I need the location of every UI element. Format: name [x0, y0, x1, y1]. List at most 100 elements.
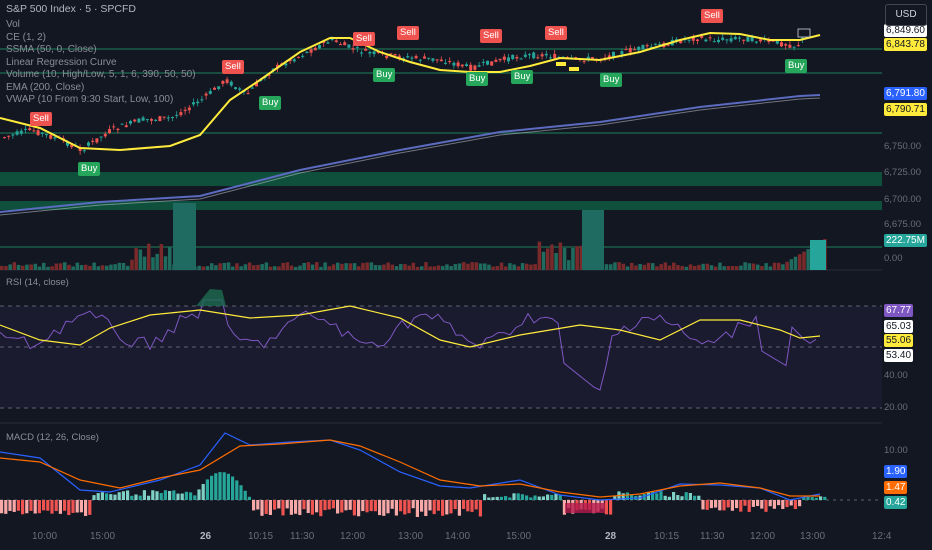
candle: [234, 87, 237, 90]
volume-bar: [705, 263, 710, 270]
volume-bar: [726, 266, 731, 270]
candle: [141, 117, 145, 121]
macd-histogram-bar: [709, 500, 713, 509]
volume-bar: [684, 266, 689, 270]
macd-histogram-bar: [323, 500, 327, 511]
sell-signal[interactable]: Sell: [222, 60, 244, 74]
macd-histogram-bar: [382, 500, 386, 516]
macd-histogram-bar: [21, 500, 25, 515]
macd-histogram-bar: [180, 493, 184, 500]
macd-histogram-bar: [781, 500, 785, 509]
macd-histogram-bar: [793, 500, 797, 510]
legend-item[interactable]: EMA (200, Close): [6, 81, 85, 93]
rsi-line: [0, 299, 817, 391]
volume-bar: [432, 266, 437, 270]
macd-histogram-bar: [348, 500, 352, 510]
currency-button[interactable]: USD: [885, 4, 927, 26]
candle: [700, 35, 704, 38]
buy-signal[interactable]: Buy: [373, 68, 396, 82]
demand-zone: [0, 201, 882, 210]
volume-bar: [688, 264, 693, 270]
volume-bar: [625, 266, 630, 270]
macd-histogram-bar: [445, 500, 449, 515]
macd-histogram-bar: [688, 493, 692, 500]
macd-histogram-bar: [420, 500, 424, 512]
candle: [70, 144, 74, 148]
volume-bar: [785, 261, 789, 270]
candle: [133, 119, 137, 122]
price-badge: 6,791.80: [884, 87, 927, 100]
macd-badge: 1.47: [884, 481, 908, 494]
volume-bar: [567, 260, 571, 270]
buy-signal[interactable]: Buy: [466, 72, 489, 86]
candle: [19, 130, 23, 134]
legend-item[interactable]: CE (1, 2): [6, 31, 47, 43]
macd-histogram-bar: [789, 500, 793, 506]
volume-bar: [693, 265, 697, 270]
volume-bar: [793, 256, 798, 270]
rsi-pane-label[interactable]: RSI (14, close): [6, 277, 69, 288]
legend-item[interactable]: SSMA (50, 0, Close): [6, 44, 97, 55]
price-axis[interactable]: 6,750.00 6,725.00 6,700.00 6,675.00 0.00…: [882, 0, 932, 550]
buy-signal[interactable]: Buy: [600, 73, 623, 87]
candle: [469, 64, 473, 71]
candle: [301, 55, 305, 57]
macd-pane-label[interactable]: MACD (12, 26, Close): [6, 432, 99, 443]
legend-item[interactable]: Vol: [6, 19, 20, 30]
sell-signal[interactable]: Sell: [353, 32, 375, 46]
macd-histogram-bar: [239, 485, 243, 500]
sell-signal[interactable]: Sell: [701, 9, 723, 23]
symbol-title[interactable]: S&P 500 Index · 5 · SPCFD: [6, 3, 136, 15]
macd-histogram-bar: [71, 500, 75, 513]
volume-bar: [310, 264, 315, 270]
legend-item[interactable]: VWAP (10 From 9:30 Start, Low, 100): [6, 94, 174, 105]
buy-signal[interactable]: Buy: [259, 96, 282, 110]
buy-signal[interactable]: Buy: [785, 59, 808, 73]
candle: [658, 43, 662, 45]
macd-histogram-bar: [823, 496, 827, 500]
macd-histogram-bar: [134, 494, 138, 500]
buy-signal[interactable]: Buy: [78, 162, 101, 176]
macd-histogram-bar: [491, 497, 495, 500]
volume-bar: [491, 266, 495, 270]
macd-histogram-bar: [210, 475, 214, 500]
candle: [347, 44, 351, 48]
macd-histogram-bar: [16, 500, 20, 511]
volume-bar: [205, 266, 210, 270]
chart-canvas[interactable]: [0, 0, 882, 550]
volume-bar: [54, 263, 59, 270]
sell-signal[interactable]: Sell: [545, 26, 567, 40]
buy-signal[interactable]: Buy: [511, 70, 534, 84]
candle: [460, 64, 464, 67]
volume-bar: [415, 266, 420, 270]
sell-signal[interactable]: Sell: [30, 112, 52, 126]
marker-box: [797, 28, 811, 38]
macd-histogram-bar: [525, 495, 529, 500]
candle: [108, 129, 111, 134]
legend-item[interactable]: Linear Regression Curve: [6, 56, 117, 68]
candle: [175, 114, 179, 116]
volume-bar: [12, 262, 17, 270]
volume-bar: [436, 265, 441, 270]
candle: [532, 52, 536, 59]
legend-item[interactable]: Volume (10, High/Low, 5, 1, 6, 390, 50, …: [6, 69, 196, 80]
time-label: 10:15: [248, 531, 274, 542]
macd-histogram-bar: [357, 500, 361, 517]
candle: [309, 49, 313, 53]
volume-bar: [764, 263, 768, 270]
volume-bar: [247, 262, 252, 270]
sell-signal[interactable]: Sell: [397, 26, 419, 40]
macd-histogram-bar: [126, 490, 130, 500]
sell-signal[interactable]: Sell: [480, 29, 502, 43]
volume-bar: [289, 265, 294, 270]
macd-histogram-bar: [369, 500, 373, 512]
volume-bar: [109, 264, 113, 270]
macd-histogram-bar: [651, 491, 655, 500]
macd-histogram-bar: [466, 500, 470, 512]
volume-bar: [386, 262, 390, 270]
volume-bar: [743, 262, 747, 270]
candle: [687, 39, 691, 41]
volume-bar: [562, 247, 567, 270]
macd-histogram-bar: [441, 500, 445, 516]
macd-histogram-bar: [226, 473, 230, 500]
